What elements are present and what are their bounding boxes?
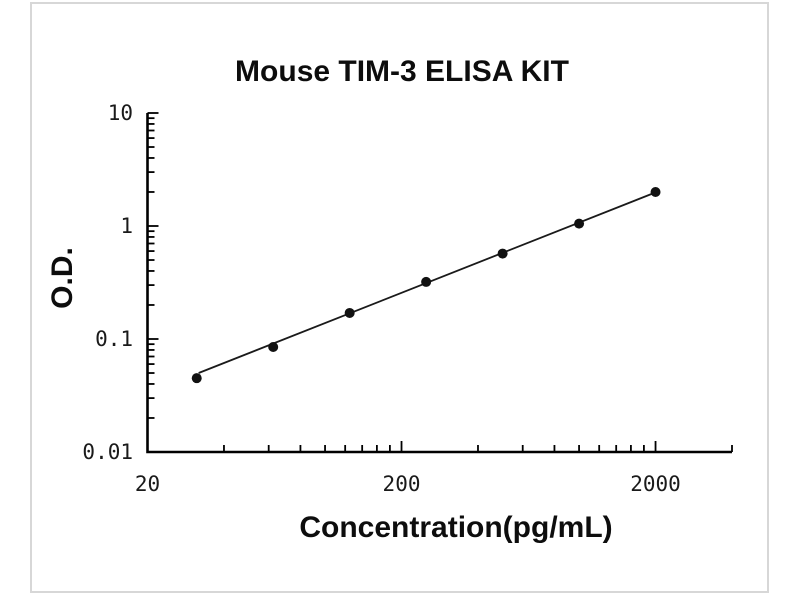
chart-card bbox=[30, 2, 769, 593]
standard-curve-series bbox=[191, 186, 661, 384]
y-tick-label: 0.1 bbox=[95, 327, 133, 351]
data-point-marker bbox=[268, 341, 279, 352]
axis-lines bbox=[146, 113, 732, 454]
data-point-marker bbox=[650, 186, 661, 197]
axis-tick-labels: 20 200 2000 10 1 0.1 0.01 bbox=[82, 101, 680, 496]
x-tick-label: 20 bbox=[135, 472, 160, 496]
y-tick-label: 0.01 bbox=[82, 440, 133, 464]
data-point-marker bbox=[574, 218, 585, 229]
data-point-marker bbox=[344, 307, 355, 318]
y-axis-label: O.D. bbox=[46, 247, 79, 309]
y-tick-label: 1 bbox=[120, 214, 133, 238]
x-tick-label: 200 bbox=[383, 472, 421, 496]
axes bbox=[146, 113, 732, 454]
x-axis-label: Concentration(pg/mL) bbox=[299, 511, 612, 544]
data-point-marker bbox=[497, 248, 508, 259]
axis-ticks bbox=[146, 112, 733, 453]
y-tick-label: 10 bbox=[108, 101, 133, 125]
data-point-marker bbox=[421, 276, 432, 287]
data-point-marker bbox=[191, 373, 202, 384]
chart-title: Mouse TIM-3 ELISA KIT bbox=[235, 55, 569, 88]
x-tick-label: 2000 bbox=[630, 472, 681, 496]
